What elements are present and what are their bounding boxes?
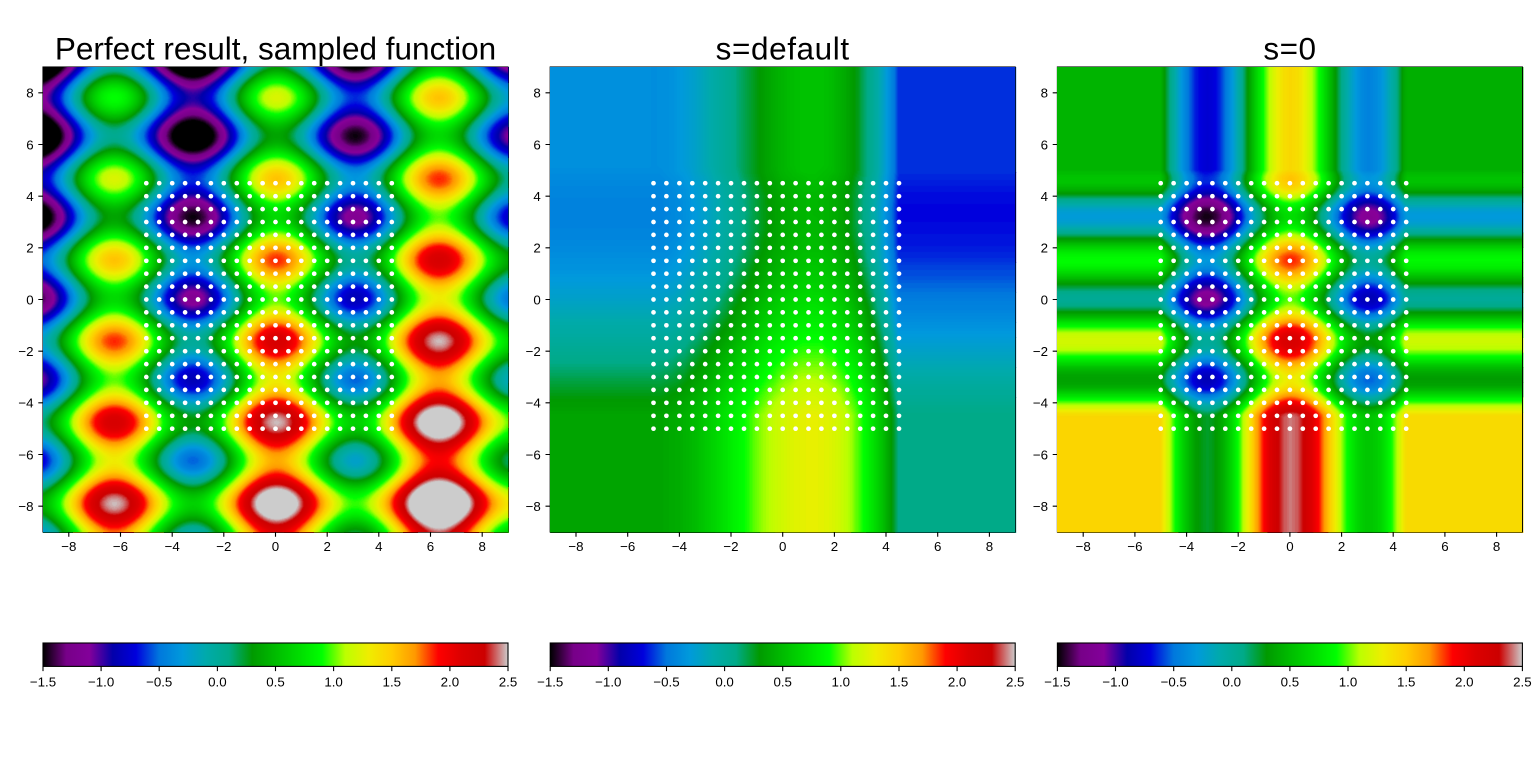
svg-text:2.5: 2.5	[1006, 675, 1025, 690]
svg-text:−4: −4	[1179, 539, 1194, 554]
svg-text:−4: −4	[526, 396, 541, 411]
svg-text:8: 8	[533, 86, 540, 101]
svg-text:−1.0: −1.0	[1102, 675, 1128, 690]
svg-text:1.0: 1.0	[324, 675, 343, 690]
svg-text:−8: −8	[568, 539, 583, 554]
svg-text:6: 6	[533, 137, 540, 152]
svg-text:2: 2	[26, 241, 33, 256]
svg-text:−2: −2	[1033, 344, 1048, 359]
svg-text:−8: −8	[1033, 499, 1048, 514]
svg-text:−0.5: −0.5	[1161, 675, 1187, 690]
svg-text:−1.5: −1.5	[30, 675, 56, 690]
svg-text:6: 6	[1441, 539, 1448, 554]
svg-text:1.5: 1.5	[890, 675, 909, 690]
svg-text:4: 4	[1041, 189, 1048, 204]
svg-text:2: 2	[323, 539, 330, 554]
svg-text:4: 4	[26, 189, 33, 204]
svg-text:−6: −6	[1033, 447, 1048, 462]
svg-text:2.0: 2.0	[948, 675, 967, 690]
svg-text:−8: −8	[526, 499, 541, 514]
svg-text:0: 0	[272, 539, 279, 554]
svg-text:2: 2	[1041, 241, 1048, 256]
svg-text:2.0: 2.0	[1455, 675, 1474, 690]
svg-text:−1.0: −1.0	[595, 675, 621, 690]
svg-text:−6: −6	[620, 539, 635, 554]
svg-text:1.0: 1.0	[1339, 675, 1358, 690]
svg-text:4: 4	[375, 539, 382, 554]
svg-text:−0.5: −0.5	[653, 675, 679, 690]
svg-text:Perfect result, sampled functi: Perfect result, sampled function	[55, 30, 496, 66]
svg-text:−2: −2	[1231, 539, 1246, 554]
svg-text:−0.5: −0.5	[146, 675, 172, 690]
svg-text:−8: −8	[61, 539, 76, 554]
svg-text:8: 8	[478, 539, 485, 554]
svg-text:8: 8	[986, 539, 993, 554]
svg-text:2.5: 2.5	[499, 675, 518, 690]
svg-text:0: 0	[26, 292, 33, 307]
svg-text:0.0: 0.0	[1223, 675, 1242, 690]
svg-text:−4: −4	[18, 396, 33, 411]
svg-text:−1.5: −1.5	[537, 675, 563, 690]
svg-text:−1.5: −1.5	[1044, 675, 1070, 690]
svg-text:0.5: 0.5	[773, 675, 792, 690]
svg-text:−4: −4	[165, 539, 180, 554]
svg-text:6: 6	[934, 539, 941, 554]
svg-text:2: 2	[533, 241, 540, 256]
svg-text:−2: −2	[18, 344, 33, 359]
svg-text:2: 2	[831, 539, 838, 554]
svg-text:0: 0	[779, 539, 786, 554]
svg-text:−6: −6	[18, 447, 33, 462]
svg-text:−1.0: −1.0	[88, 675, 114, 690]
svg-text:−2: −2	[723, 539, 738, 554]
svg-text:6: 6	[427, 539, 434, 554]
svg-text:0.0: 0.0	[208, 675, 227, 690]
svg-text:8: 8	[1493, 539, 1500, 554]
svg-text:−8: −8	[18, 499, 33, 514]
svg-text:8: 8	[1041, 86, 1048, 101]
svg-text:0.5: 0.5	[266, 675, 285, 690]
svg-text:−8: −8	[1076, 539, 1091, 554]
svg-text:−4: −4	[672, 539, 687, 554]
svg-text:−2: −2	[216, 539, 231, 554]
svg-text:4: 4	[533, 189, 540, 204]
svg-text:−6: −6	[1127, 539, 1142, 554]
svg-text:4: 4	[882, 539, 889, 554]
svg-text:6: 6	[26, 137, 33, 152]
svg-text:2.5: 2.5	[1513, 675, 1532, 690]
svg-text:1.5: 1.5	[383, 675, 402, 690]
svg-text:1.5: 1.5	[1397, 675, 1416, 690]
svg-text:4: 4	[1389, 539, 1396, 554]
svg-text:0.5: 0.5	[1281, 675, 1300, 690]
svg-text:−4: −4	[1033, 396, 1048, 411]
svg-text:0: 0	[1286, 539, 1293, 554]
svg-text:8: 8	[26, 86, 33, 101]
svg-text:2: 2	[1338, 539, 1345, 554]
svg-text:s=0: s=0	[1263, 30, 1316, 66]
svg-text:0.0: 0.0	[715, 675, 734, 690]
svg-text:0: 0	[533, 292, 540, 307]
svg-text:2.0: 2.0	[441, 675, 460, 690]
svg-text:−6: −6	[526, 447, 541, 462]
svg-text:0: 0	[1041, 292, 1048, 307]
svg-text:s=default: s=default	[716, 30, 850, 66]
svg-text:−6: −6	[113, 539, 128, 554]
svg-text:−2: −2	[526, 344, 541, 359]
svg-text:6: 6	[1041, 137, 1048, 152]
svg-text:1.0: 1.0	[832, 675, 851, 690]
